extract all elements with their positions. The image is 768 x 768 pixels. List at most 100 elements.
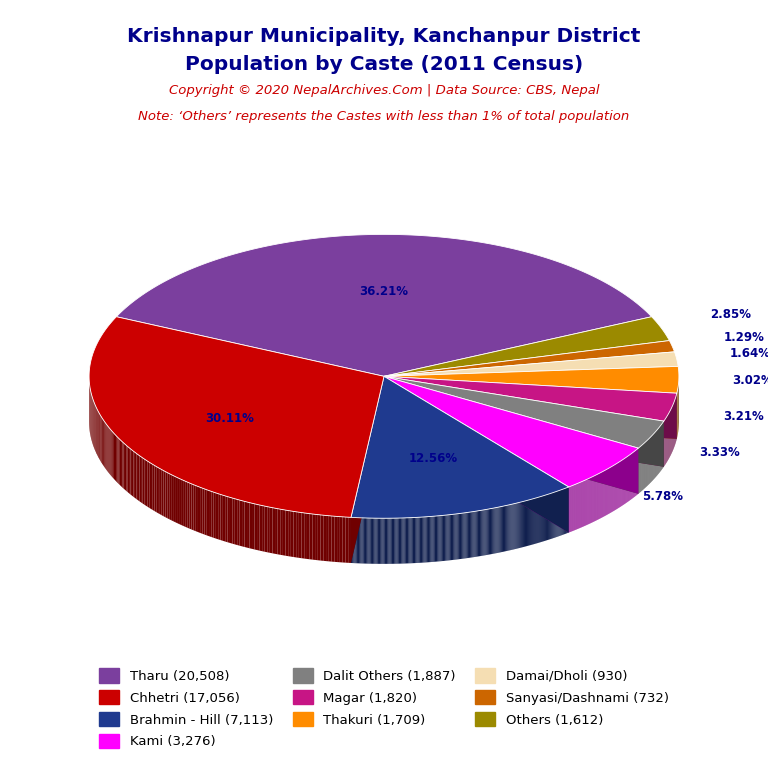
Polygon shape (458, 514, 460, 559)
Polygon shape (524, 501, 525, 547)
Polygon shape (230, 498, 233, 544)
Polygon shape (460, 513, 461, 559)
Polygon shape (548, 494, 549, 540)
Polygon shape (394, 518, 396, 564)
Polygon shape (209, 491, 211, 537)
Polygon shape (479, 511, 480, 556)
Polygon shape (141, 457, 143, 504)
Polygon shape (523, 502, 524, 547)
Polygon shape (552, 493, 553, 538)
Polygon shape (257, 505, 260, 551)
Polygon shape (489, 508, 490, 554)
Polygon shape (542, 496, 543, 541)
Polygon shape (299, 512, 302, 558)
Polygon shape (563, 488, 564, 535)
Polygon shape (401, 518, 402, 564)
Polygon shape (332, 516, 334, 562)
Polygon shape (534, 498, 535, 544)
Polygon shape (384, 316, 670, 376)
Polygon shape (402, 518, 403, 564)
Polygon shape (525, 501, 526, 547)
Text: 3.02%: 3.02% (732, 374, 768, 387)
Polygon shape (129, 448, 131, 495)
Polygon shape (348, 517, 351, 563)
Polygon shape (379, 518, 380, 564)
Polygon shape (532, 498, 533, 545)
Polygon shape (108, 427, 110, 474)
Polygon shape (373, 518, 374, 564)
Polygon shape (411, 518, 412, 563)
Polygon shape (483, 510, 485, 555)
Polygon shape (235, 498, 237, 545)
Polygon shape (423, 517, 425, 563)
Text: 2.85%: 2.85% (710, 308, 752, 320)
Polygon shape (204, 489, 207, 535)
Polygon shape (452, 515, 453, 560)
Polygon shape (389, 518, 391, 564)
Polygon shape (414, 518, 415, 563)
Polygon shape (115, 435, 116, 482)
Polygon shape (538, 497, 539, 543)
Polygon shape (351, 376, 384, 563)
Polygon shape (537, 498, 538, 543)
Polygon shape (140, 455, 141, 502)
Polygon shape (419, 517, 420, 563)
Polygon shape (132, 450, 134, 497)
Polygon shape (156, 466, 158, 513)
Polygon shape (216, 493, 218, 539)
Polygon shape (185, 482, 187, 528)
Polygon shape (422, 517, 423, 563)
Polygon shape (177, 478, 179, 524)
Polygon shape (137, 453, 138, 500)
Polygon shape (406, 518, 407, 564)
Polygon shape (116, 234, 652, 376)
Polygon shape (473, 511, 475, 557)
Polygon shape (278, 508, 280, 554)
Polygon shape (539, 497, 540, 543)
Polygon shape (293, 511, 296, 558)
Polygon shape (503, 506, 504, 552)
Polygon shape (430, 516, 432, 562)
Polygon shape (233, 498, 235, 545)
Polygon shape (468, 512, 469, 558)
Polygon shape (111, 431, 113, 478)
Polygon shape (527, 500, 528, 546)
Polygon shape (384, 376, 664, 467)
Polygon shape (405, 518, 406, 564)
Polygon shape (512, 504, 514, 550)
Polygon shape (334, 516, 337, 562)
Polygon shape (407, 518, 408, 564)
Polygon shape (400, 518, 401, 564)
Polygon shape (384, 376, 638, 487)
Polygon shape (520, 502, 521, 548)
Polygon shape (412, 518, 413, 563)
Polygon shape (568, 487, 569, 533)
Polygon shape (181, 479, 183, 526)
Polygon shape (432, 516, 434, 562)
Polygon shape (313, 514, 315, 560)
Polygon shape (445, 515, 446, 561)
Polygon shape (553, 492, 554, 538)
Polygon shape (307, 513, 310, 559)
Polygon shape (310, 514, 313, 560)
Polygon shape (320, 515, 323, 561)
Polygon shape (154, 465, 156, 512)
Polygon shape (291, 511, 293, 557)
Polygon shape (564, 488, 565, 535)
Polygon shape (384, 340, 674, 376)
Text: 3.21%: 3.21% (723, 410, 764, 423)
Polygon shape (187, 482, 190, 528)
Polygon shape (477, 511, 478, 557)
Polygon shape (173, 475, 175, 522)
Polygon shape (398, 518, 399, 564)
Polygon shape (435, 516, 436, 561)
Polygon shape (134, 451, 135, 498)
Polygon shape (118, 439, 120, 485)
Polygon shape (443, 515, 444, 561)
Polygon shape (506, 505, 507, 551)
Polygon shape (491, 508, 492, 554)
Polygon shape (326, 515, 329, 561)
Text: 36.21%: 36.21% (359, 285, 409, 298)
Polygon shape (122, 442, 124, 488)
Polygon shape (280, 509, 283, 555)
